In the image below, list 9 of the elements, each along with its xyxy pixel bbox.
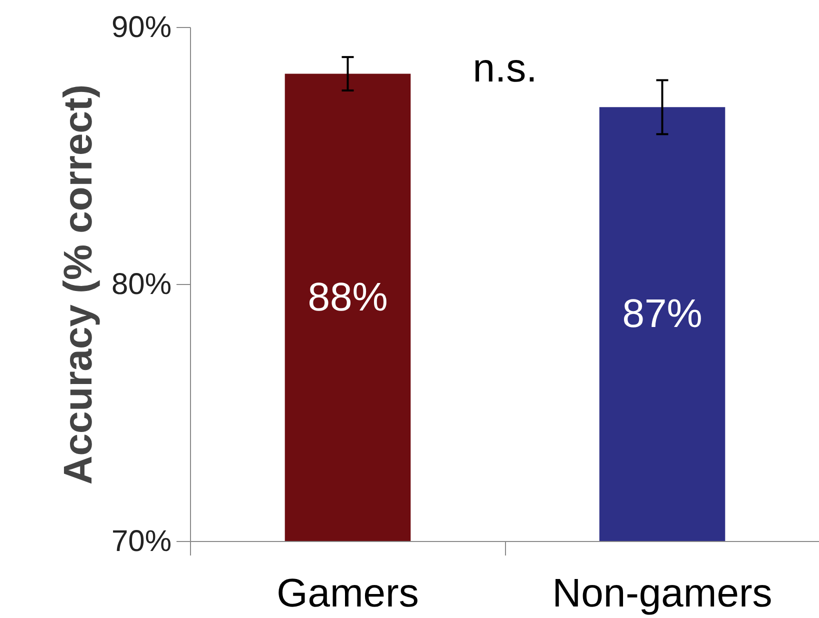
x-tick-label: Non-gamers: [552, 572, 772, 616]
y-tick-label: 70%: [111, 525, 172, 558]
data-label: 88%: [308, 275, 388, 320]
y-tick-label: 80%: [111, 268, 172, 301]
annotation: n.s.: [472, 46, 538, 91]
data-label: 87%: [622, 292, 702, 336]
y-tick-label: 90%: [111, 11, 172, 44]
x-tick-label: Gamers: [276, 572, 419, 616]
y-axis-title: Accuracy (% correct): [56, 84, 100, 485]
